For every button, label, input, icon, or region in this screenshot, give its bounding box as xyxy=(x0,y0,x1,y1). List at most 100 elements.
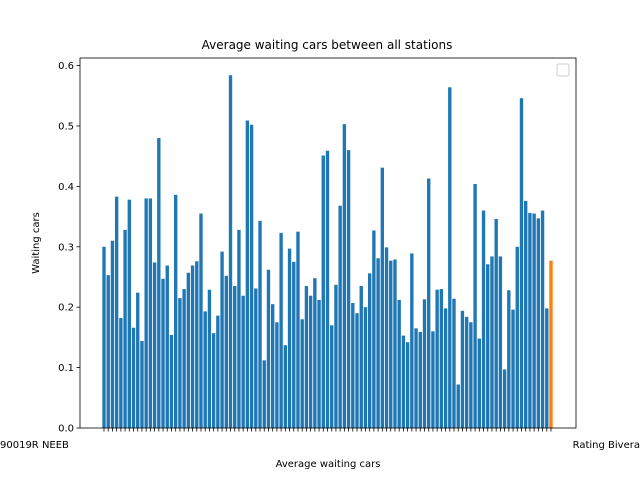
bar xyxy=(313,278,317,428)
bar xyxy=(296,231,300,428)
bar xyxy=(384,247,389,428)
x-tick-label-end: Rating Bivera xyxy=(573,440,640,451)
bar xyxy=(325,150,330,429)
bar xyxy=(127,199,131,428)
bar xyxy=(473,183,477,428)
bar xyxy=(372,230,376,428)
bar xyxy=(114,196,119,428)
bar xyxy=(376,258,380,428)
bar xyxy=(367,273,372,428)
bar xyxy=(275,322,279,428)
bar xyxy=(490,256,494,428)
bar xyxy=(540,210,545,428)
bar xyxy=(228,75,233,428)
bar xyxy=(148,198,153,428)
bar xyxy=(199,213,203,428)
bar xyxy=(161,278,165,428)
bar xyxy=(355,313,359,428)
bar xyxy=(481,210,486,428)
bar xyxy=(266,269,271,428)
bar xyxy=(549,260,553,428)
y-tick-label: 0.2 xyxy=(58,303,74,314)
bar xyxy=(123,229,127,428)
chart-title: Average waiting cars between all station… xyxy=(202,38,453,52)
bar xyxy=(224,275,228,428)
bar xyxy=(397,299,401,428)
bar xyxy=(254,288,258,428)
bar xyxy=(338,205,342,428)
bar xyxy=(334,284,338,428)
y-tick-label: 0.3 xyxy=(58,242,74,253)
bar xyxy=(469,322,473,428)
bar xyxy=(486,264,490,428)
bar xyxy=(435,289,439,428)
bar xyxy=(140,341,144,428)
bar xyxy=(220,251,224,428)
bar xyxy=(524,200,528,428)
bar xyxy=(300,319,304,428)
y-tick-label: 0.1 xyxy=(58,363,74,374)
bar xyxy=(308,295,313,428)
y-tick-label: 0.5 xyxy=(58,121,74,132)
bar xyxy=(422,299,427,428)
bar xyxy=(211,333,216,428)
y-ticks-group: 0.0 0.1 0.2 0.3 0.4 0.5 0.6 xyxy=(58,61,80,435)
x-axis-label: Average waiting cars xyxy=(276,459,381,470)
bar xyxy=(237,229,241,428)
y-tick-label: 0.6 xyxy=(58,61,74,72)
bar xyxy=(460,310,465,428)
bar xyxy=(427,178,431,428)
bar xyxy=(258,220,262,428)
bar xyxy=(195,261,199,428)
bar xyxy=(317,299,321,428)
bar xyxy=(136,292,140,428)
bar xyxy=(102,246,106,428)
bar xyxy=(245,120,250,429)
bar xyxy=(528,212,532,428)
bar xyxy=(452,298,456,428)
bar xyxy=(545,308,549,428)
bar xyxy=(203,311,207,428)
bar xyxy=(359,286,363,428)
bar xyxy=(393,259,397,428)
bar xyxy=(401,335,406,428)
bar xyxy=(174,194,178,428)
bar xyxy=(507,290,511,428)
bar xyxy=(405,342,410,428)
bar xyxy=(178,298,182,428)
bar xyxy=(131,327,136,428)
bar xyxy=(270,304,275,428)
bar xyxy=(389,260,393,428)
bar xyxy=(380,167,384,428)
bar xyxy=(363,307,368,428)
bar xyxy=(207,289,212,428)
bar xyxy=(477,338,481,428)
bar xyxy=(342,124,347,429)
legend-box xyxy=(556,63,570,77)
bar xyxy=(241,295,245,428)
bar xyxy=(410,253,414,428)
bar xyxy=(448,87,452,429)
bar xyxy=(110,240,115,428)
bar xyxy=(182,289,186,428)
bar xyxy=(321,155,325,428)
bar xyxy=(144,198,148,428)
bar xyxy=(119,318,123,428)
x-tick-label-start: 90019R NEEB xyxy=(0,440,69,451)
bar xyxy=(190,265,195,428)
bar xyxy=(519,98,524,429)
plot-frame xyxy=(79,57,577,429)
bar xyxy=(532,213,536,428)
bar xyxy=(292,261,296,428)
y-tick-label: 0.4 xyxy=(58,182,74,193)
bar xyxy=(418,331,422,428)
bar xyxy=(287,248,292,428)
bar xyxy=(502,369,507,428)
bar xyxy=(249,124,254,428)
bar xyxy=(498,256,503,428)
bar xyxy=(169,334,174,428)
bar xyxy=(443,308,448,428)
bar xyxy=(330,325,334,428)
bar xyxy=(216,315,220,428)
